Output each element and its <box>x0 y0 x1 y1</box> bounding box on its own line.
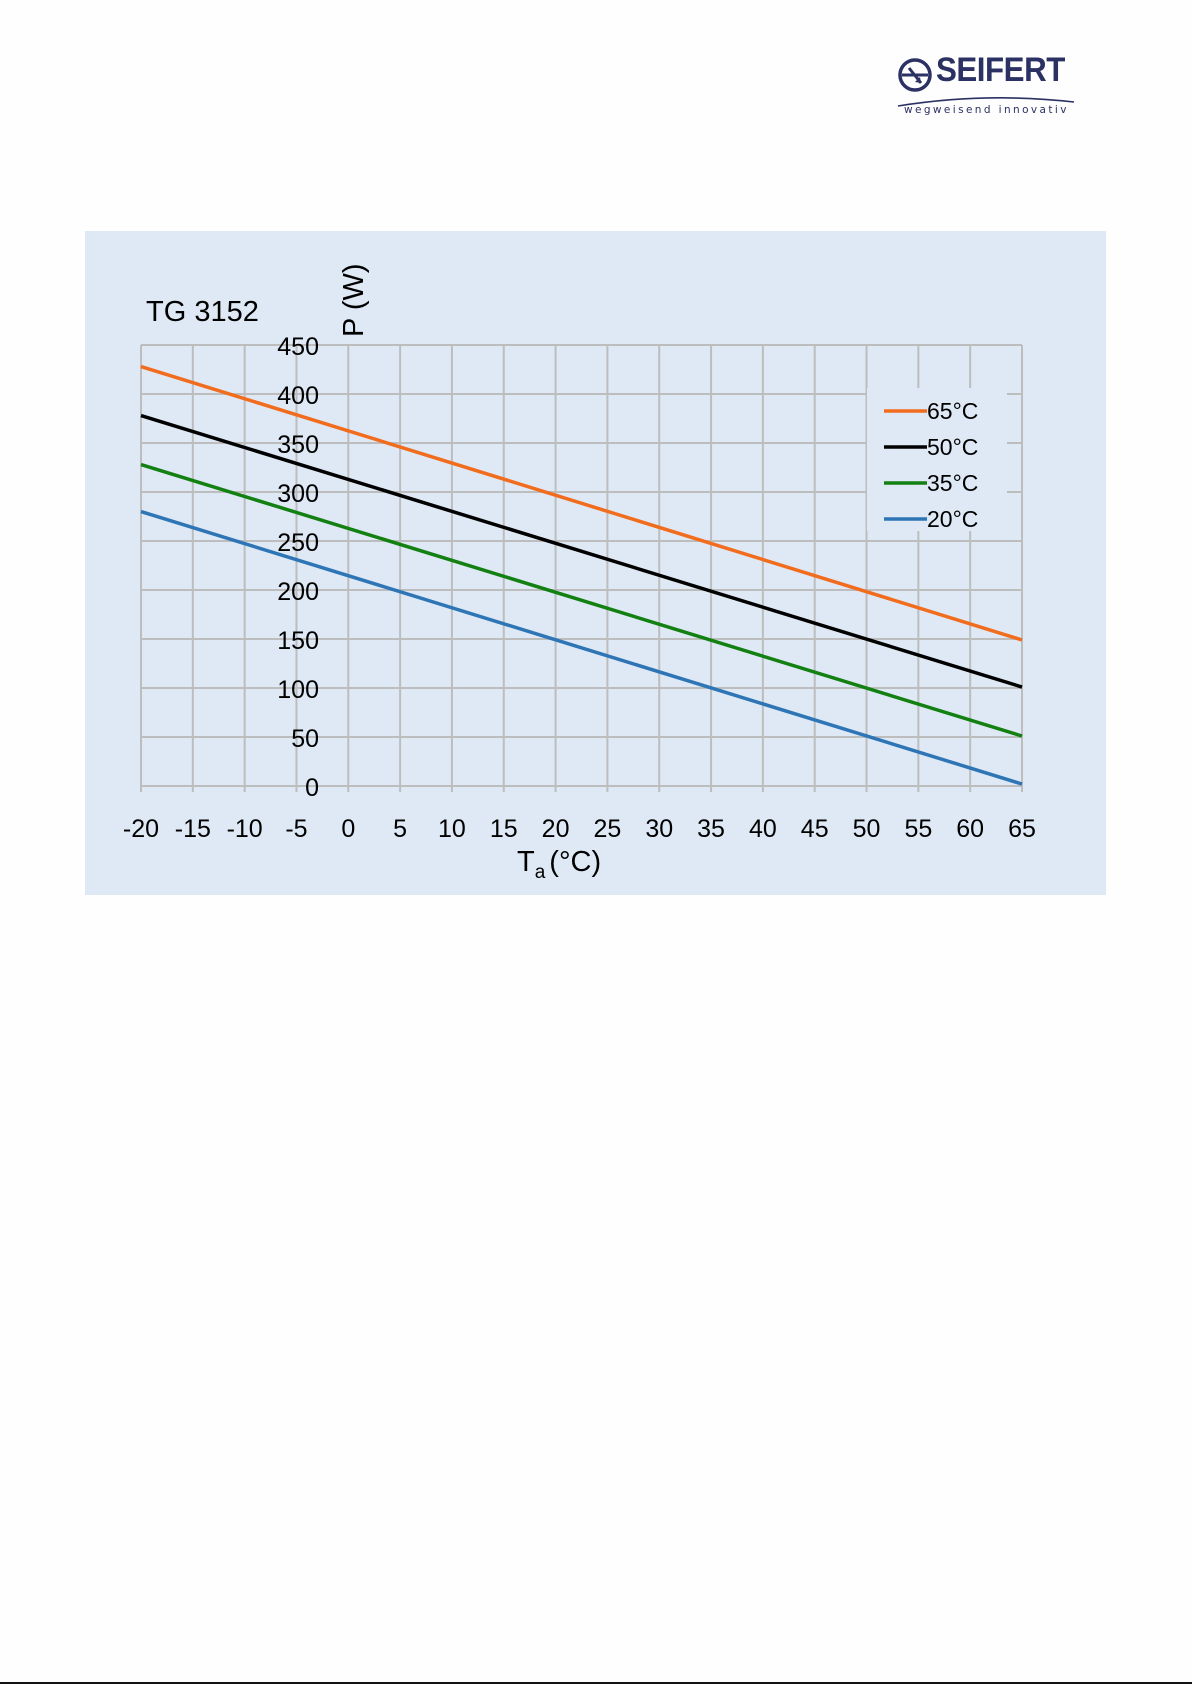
chart-panel: 0 50 100 150 200 250 300 350 400 450 -20 -15 -10 -5 0… <box>85 231 1106 895</box>
legend-label: 50°C <box>927 434 978 460</box>
series-line <box>140 413 1023 689</box>
x-tick-label: -20 <box>123 815 159 843</box>
x-tick-label: -5 <box>285 815 307 843</box>
y-tick-label: 350 <box>277 431 319 459</box>
x-tick-label: 30 <box>645 815 673 843</box>
x-tick-label: 35 <box>697 815 725 843</box>
legend-label: 20°C <box>927 506 978 532</box>
y-tick-label: 100 <box>277 676 319 704</box>
series-lines <box>140 364 1023 786</box>
x-tick-label: 50 <box>853 815 881 843</box>
x-axis-label: Ta (°C) <box>517 846 601 883</box>
y-tick-label: 250 <box>277 529 319 557</box>
x-tick-label: 20 <box>542 815 570 843</box>
x-tick-label: 40 <box>749 815 777 843</box>
legend-label: 65°C <box>927 398 978 424</box>
y-tick-label: 450 <box>277 333 319 361</box>
seifert-logo: SEIFERT wegweisend innovativ <box>896 51 1076 122</box>
x-tick-label: -15 <box>175 815 211 843</box>
y-tick-label: 300 <box>277 480 319 508</box>
chart-title: TG 3152 <box>146 296 259 328</box>
series-line <box>140 462 1023 738</box>
y-tick-label: 50 <box>291 725 319 753</box>
y-tick-label: 200 <box>277 578 319 606</box>
footer-rule <box>0 1682 1192 1684</box>
y-tick-label: 0 <box>305 774 319 802</box>
x-axis-label-sub: a <box>535 862 546 883</box>
y-tick-labels: 0 50 100 150 200 250 300 350 400 450 <box>277 333 319 802</box>
x-tick-label: 15 <box>490 815 518 843</box>
logo-wordmark: SEIFERT <box>936 51 1065 89</box>
x-tick-label: 25 <box>594 815 622 843</box>
x-tick-labels: -20 -15 -10 -5 0 5 10 15 20 25 30 35 40 45 50 55 60 65 <box>123 815 1036 843</box>
x-axis-label-unit: (°C) <box>549 846 601 878</box>
x-tick-label: 0 <box>341 815 355 843</box>
x-tick-label: 65 <box>1008 815 1036 843</box>
logo-swoosh-icon <box>897 97 1075 107</box>
x-tick-label: -10 <box>227 815 263 843</box>
series-line <box>140 364 1023 642</box>
x-tick-label: 60 <box>956 815 984 843</box>
y-tick-label: 150 <box>277 627 319 655</box>
x-tick-label: 45 <box>801 815 829 843</box>
x-axis-label-main: T <box>517 846 535 878</box>
y-axis-label: P (W) <box>338 263 370 337</box>
logo-tagline: wegweisend innovativ <box>904 104 1069 116</box>
legend-label: 35°C <box>927 470 978 496</box>
y-tick-label: 400 <box>277 382 319 410</box>
x-tick-label: 10 <box>438 815 466 843</box>
legend: 65°C 50°C 35°C 20°C <box>867 388 1007 532</box>
seifert-emblem-icon <box>898 58 932 92</box>
x-tick-label: 55 <box>904 815 932 843</box>
series-line <box>140 509 1023 786</box>
x-tick-label: 5 <box>393 815 407 843</box>
